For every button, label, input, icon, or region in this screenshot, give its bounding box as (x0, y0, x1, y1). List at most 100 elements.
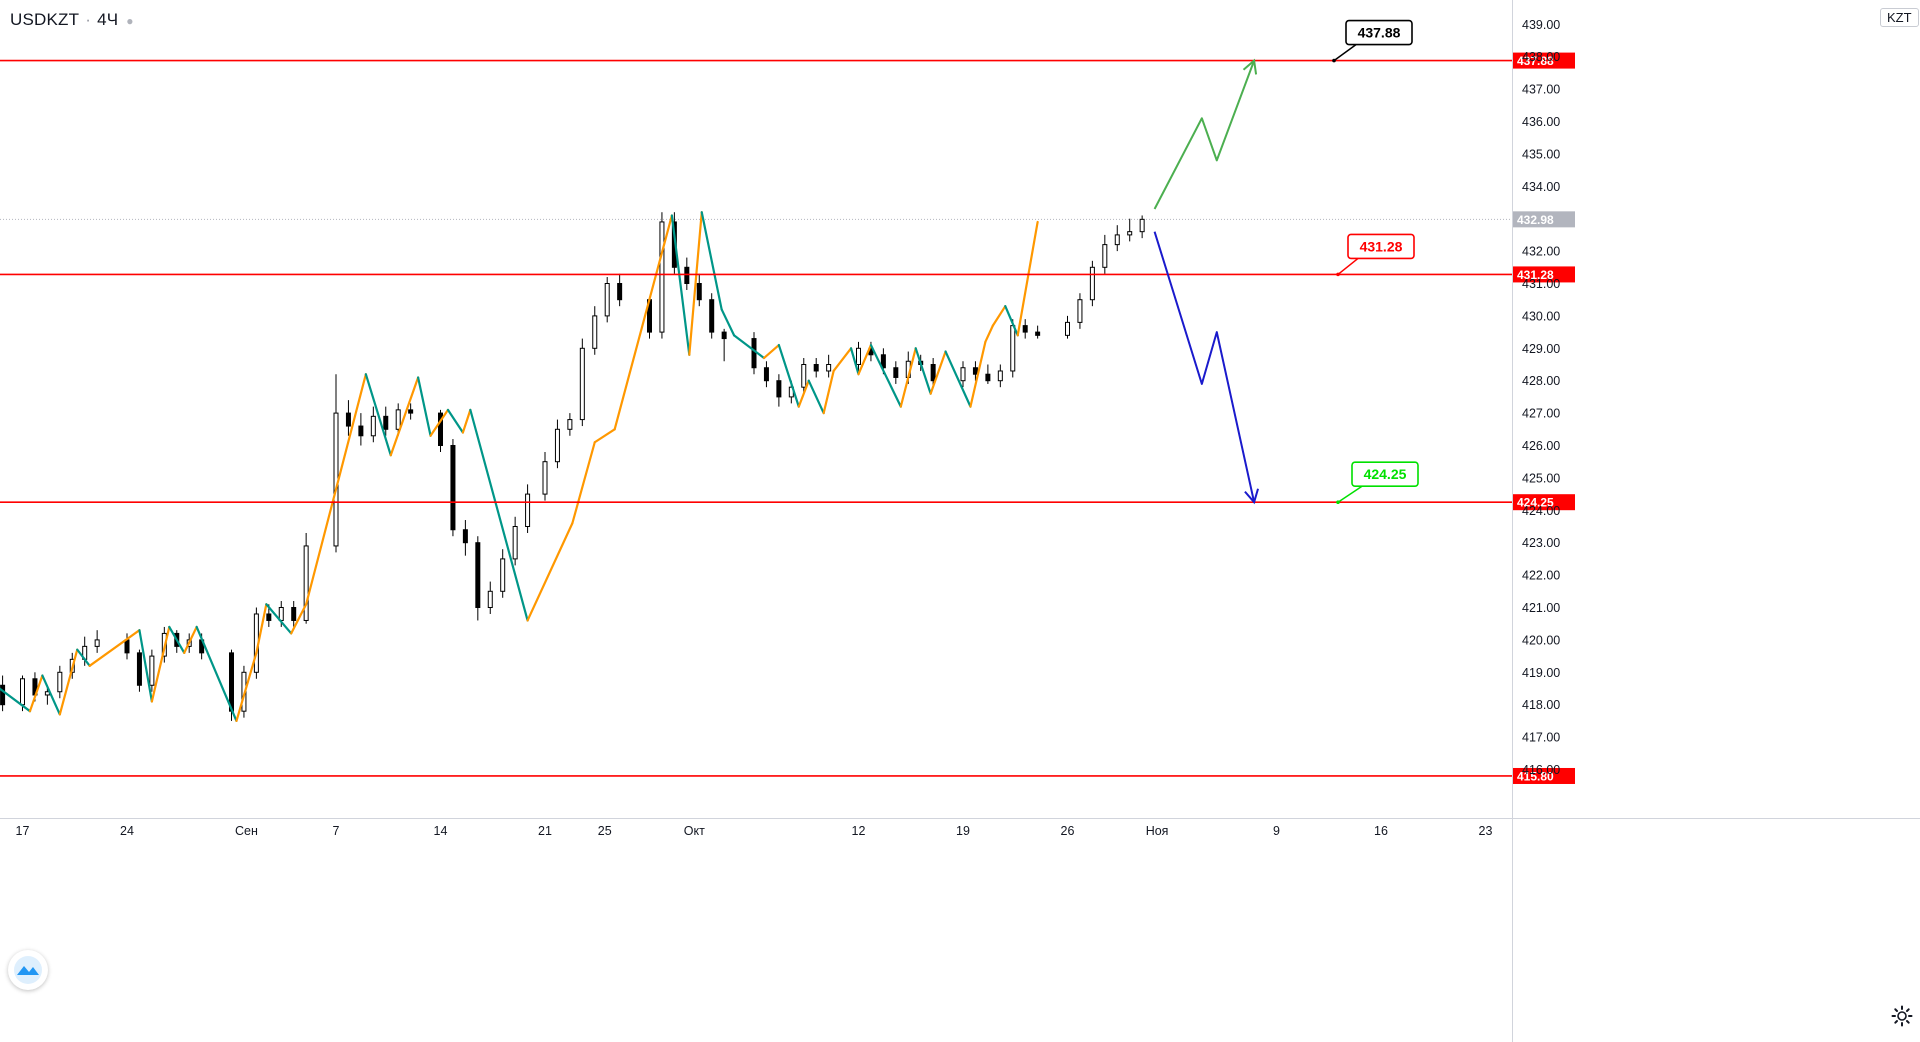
settings-gear-icon[interactable] (1890, 1004, 1914, 1028)
zigzag-segment (195, 625, 238, 723)
zigzag-segment (417, 376, 432, 437)
last-price-axis-badge (1513, 211, 1575, 228)
price-tick-label: 419.00 (1522, 666, 1560, 680)
candle (1102, 234, 1108, 274)
time-tick-label: 16 (1374, 824, 1388, 838)
candle-body (826, 364, 832, 372)
candle (370, 406, 376, 443)
price-tick-label: 434.00 (1522, 180, 1560, 194)
zigzag-segment (571, 441, 596, 525)
zigzag-segment (832, 347, 853, 373)
candle (826, 354, 832, 378)
candle-body (856, 347, 861, 365)
zigzag-segment (822, 369, 835, 415)
price-tick-label: 420.00 (1522, 633, 1560, 647)
candle-body (721, 331, 727, 340)
zigzag-group (0, 211, 1039, 723)
level-axis-badge (1513, 767, 1575, 784)
price-tick-label: 435.00 (1522, 147, 1560, 161)
zigzag-segment (88, 629, 141, 667)
zigzag-segment (1016, 220, 1039, 337)
symbol-title[interactable]: USDKZT (10, 10, 80, 29)
interval-label[interactable]: 4Ч (97, 10, 119, 29)
candle-body (475, 542, 481, 609)
candle-body (751, 338, 757, 369)
zigzag-segment (732, 334, 766, 360)
candle (1077, 293, 1083, 329)
price-tick-label: 429.00 (1522, 342, 1560, 356)
candle-body (985, 373, 991, 382)
tradingview-logo-icon[interactable] (8, 950, 48, 990)
candle (333, 374, 339, 553)
price-tick-label: 423.00 (1522, 536, 1560, 550)
candle-body (229, 652, 234, 712)
callout-label: 437.88 (1358, 25, 1401, 41)
time-tick-label: 12 (852, 824, 866, 838)
candle-body (500, 558, 506, 592)
candle-body (554, 428, 560, 463)
candle (0, 675, 6, 712)
candle (604, 277, 610, 323)
zigzag-segment (762, 343, 780, 360)
candle (512, 516, 518, 566)
candle (1022, 319, 1028, 339)
zigzag-segment (138, 629, 153, 703)
zigzag-segment (41, 674, 61, 716)
candle (893, 361, 899, 384)
zigzag-segment (613, 214, 673, 431)
candle-body (813, 364, 819, 372)
candle-body (136, 652, 142, 686)
price-tick-label: 426.00 (1522, 439, 1560, 453)
zigzag-segment (991, 305, 1007, 327)
candle (960, 361, 966, 388)
price-tick-label: 437.00 (1522, 83, 1560, 97)
candles-group (0, 212, 1145, 721)
candle-body (1139, 218, 1145, 233)
zigzag-segment (255, 603, 268, 654)
candle (408, 403, 414, 420)
candle-body (438, 412, 443, 447)
candle-body (659, 221, 665, 333)
candle (383, 406, 389, 436)
candle (487, 581, 493, 614)
candle (801, 358, 807, 394)
level-axis-label: 415.80 (1517, 769, 1554, 783)
candle (721, 328, 727, 362)
currency-badge[interactable]: KZT (1880, 8, 1919, 27)
candle (462, 520, 468, 556)
candle (475, 536, 481, 621)
price-tick-label: 425.00 (1522, 471, 1560, 485)
zigzag-segment (777, 343, 800, 408)
candle-body (960, 367, 966, 382)
candle-body (1089, 266, 1095, 301)
time-tick-label: 21 (538, 824, 552, 838)
level-axis-label: 424.25 (1517, 496, 1554, 510)
candle-body (776, 380, 782, 398)
candle (303, 532, 309, 624)
candle-body (462, 529, 468, 544)
candle (57, 665, 63, 699)
candle (592, 306, 598, 355)
callout-leader (1337, 485, 1363, 503)
time-tick-label: 14 (434, 824, 448, 838)
chart-header: USDKZT · 4Ч ● (10, 10, 134, 30)
candle (1127, 218, 1133, 242)
zigzag-segment (869, 343, 902, 408)
level-axis-label: 431.28 (1517, 268, 1554, 282)
zigzag-segment (364, 373, 392, 457)
scenario-arrowhead (1242, 58, 1258, 75)
zigzag-segment (670, 214, 691, 356)
zigzag-segment (429, 408, 450, 437)
candle-body (542, 461, 548, 495)
candle-body (512, 526, 518, 560)
candle (1139, 215, 1145, 239)
candle-body (696, 283, 702, 301)
price-tick-label: 438.00 (1522, 50, 1560, 64)
candle-body (94, 639, 100, 647)
zigzag-segment (688, 211, 703, 356)
candle-body (930, 364, 936, 382)
candle (985, 364, 991, 384)
candle-body (1127, 231, 1133, 236)
candle (567, 413, 573, 436)
